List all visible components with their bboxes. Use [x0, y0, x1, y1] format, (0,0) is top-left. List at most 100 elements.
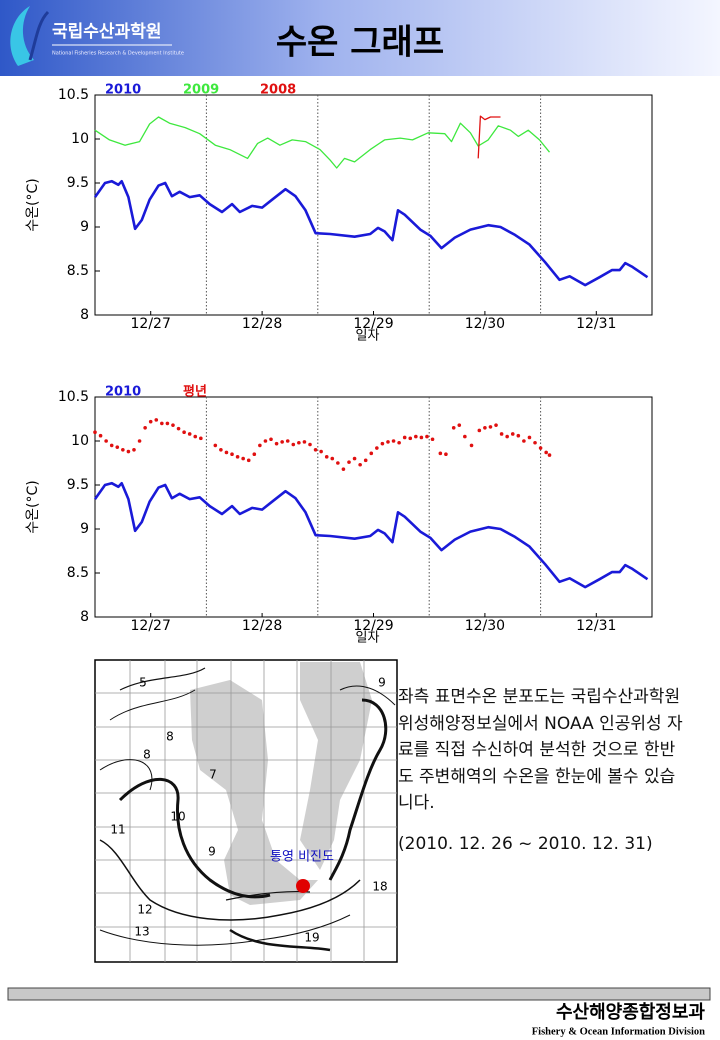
map-grid [95, 660, 397, 962]
y-tick-label: 8 [80, 609, 89, 625]
data-point [336, 461, 340, 465]
data-point [269, 437, 273, 442]
data-point [341, 467, 346, 471]
data-point [469, 443, 474, 448]
contours [99, 667, 396, 952]
data-point [488, 425, 493, 429]
contour-label: 19 [304, 931, 319, 945]
data-point [397, 440, 401, 445]
data-point [330, 456, 335, 461]
data-point [297, 440, 301, 445]
footer-bar [7, 987, 711, 1001]
data-point [252, 452, 257, 457]
data-point [516, 433, 521, 438]
data-point [280, 440, 284, 444]
contour-label: 9 [208, 845, 216, 859]
y-axis-label: 수온(°C) [25, 178, 41, 231]
data-point [176, 426, 181, 431]
data-point [380, 441, 385, 446]
data-point [369, 451, 374, 456]
data-point [224, 450, 229, 455]
y-axis-label: 수온(°C) [25, 480, 41, 533]
data-point [213, 443, 218, 448]
data-point [352, 456, 357, 461]
data-point [544, 450, 548, 455]
chart: 8 8.5 9 9.5 10 10.5 12/27 12/28 12/29 12/30 12/31 일… [25, 384, 653, 646]
data-point [285, 439, 290, 443]
y-tick-label: 9 [80, 521, 89, 537]
data-point [483, 426, 487, 430]
data-point [274, 441, 279, 446]
data-point [121, 448, 125, 452]
x-tick-label: 12/29 [353, 618, 393, 634]
data-point [98, 433, 103, 438]
data-point [165, 421, 170, 426]
data-point [109, 443, 114, 448]
contour-label: 12 [137, 903, 152, 917]
contour-label: 18 [372, 880, 387, 894]
data-point [430, 437, 435, 442]
data-point [408, 436, 413, 441]
data-point [419, 435, 424, 440]
charts: 8 8.5 9 9.5 10 10.5 12/27 12/28 12/29 12/30 12/31 일… [25, 83, 653, 646]
data-point [241, 456, 245, 461]
data-point [510, 432, 515, 436]
data-point [324, 455, 329, 459]
data-point [154, 418, 159, 422]
legend-entry: 2008 [260, 83, 296, 98]
data-point [463, 434, 467, 439]
x-axis-label: 일자 [356, 631, 380, 646]
y-tick-label: 10 [71, 131, 89, 147]
x-tick-label: 12/29 [353, 316, 393, 332]
data-point [182, 430, 186, 435]
station-label: 통영 비진도 [270, 850, 334, 865]
logo-subtext: National Fisheries Research & Developmen… [52, 51, 184, 57]
legend-entry: 2010 [105, 83, 141, 98]
description-period: (2010. 12. 26 ~ 2010. 12. 31) [398, 833, 653, 854]
contour-label: 10 [170, 810, 185, 824]
legend-entry: 2010 [105, 385, 141, 400]
data-point [414, 434, 418, 439]
data-point [230, 452, 234, 457]
y-tick-label: 8.5 [67, 565, 89, 581]
data-point [319, 449, 323, 454]
land [300, 662, 372, 870]
data-point [104, 439, 108, 443]
logo-text: 국립수산과학원 [52, 22, 161, 42]
data-point [160, 421, 164, 426]
data-point [143, 426, 147, 430]
data-point [505, 434, 509, 439]
data-point [132, 448, 136, 452]
data-point [522, 439, 526, 443]
series-line [93, 481, 649, 589]
x-tick-label: 12/27 [131, 618, 171, 634]
contour-label: 7 [209, 768, 217, 782]
data-point [386, 440, 390, 444]
y-tick-label: 10 [71, 433, 89, 449]
data-point [148, 419, 153, 424]
data-point [457, 423, 462, 427]
data-point [533, 440, 537, 445]
contour-label: 5 [139, 676, 147, 690]
station-dot [296, 879, 310, 893]
y-tick-label: 10.5 [58, 87, 89, 103]
description: 좌측 표면수온 분포도는 국립수산과학원 위성해양정보실에서 NOAA 인공위성… [398, 684, 690, 871]
legend-entry: 2009 [183, 83, 219, 98]
data-point [402, 435, 407, 440]
data-point [302, 440, 307, 444]
data-point [258, 443, 262, 448]
series-line [94, 116, 551, 169]
data-point [246, 458, 251, 463]
data-point [115, 445, 120, 449]
x-axis-label: 일자 [356, 329, 380, 344]
chart: 8 8.5 9 9.5 10 10.5 12/27 12/28 12/29 12/30 12/31 일… [25, 83, 653, 344]
data-point [308, 442, 312, 447]
data-point [137, 439, 142, 443]
header-band [0, 0, 720, 76]
data-point [263, 439, 268, 443]
x-tick-label: 12/30 [465, 618, 505, 634]
data-point [425, 434, 429, 439]
data-point [477, 428, 482, 433]
contour-label: 11 [110, 823, 125, 837]
